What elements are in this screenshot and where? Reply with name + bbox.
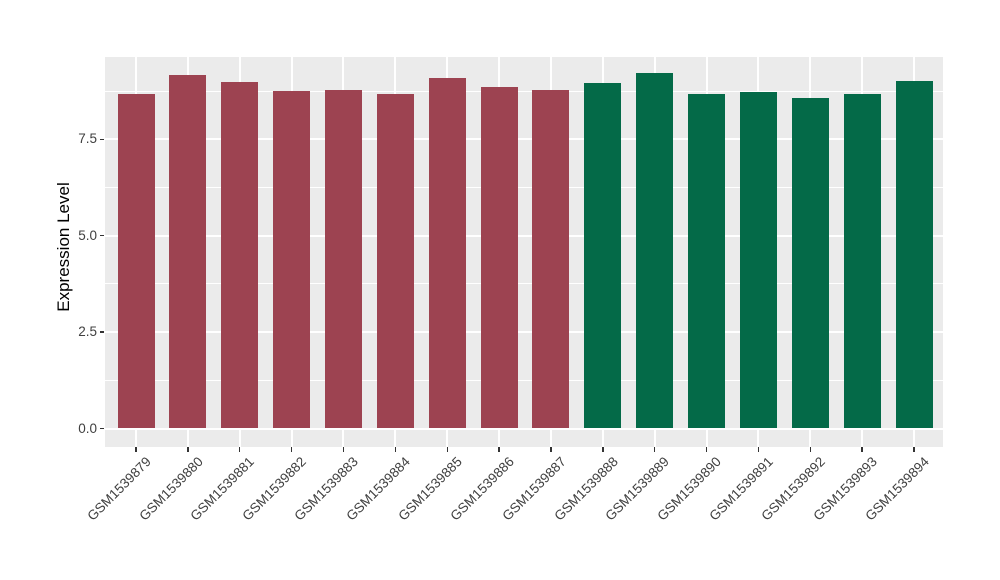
y-tick-label-0.0: 0.0 — [78, 420, 97, 436]
bar-GSM1539880 — [169, 75, 207, 429]
x-tick-mark-GSM1539880 — [187, 447, 189, 452]
x-tick-mark-GSM1539882 — [290, 447, 293, 452]
y-tick-mark-5.0 — [100, 235, 104, 237]
gridline-minor-y-6.25 — [105, 187, 943, 189]
x-tick-mark-GSM1539890 — [705, 447, 708, 452]
x-tick-mark-GSM1539884 — [394, 447, 397, 452]
plot-panel — [105, 57, 943, 447]
x-tick-mark-GSM1539879 — [135, 447, 137, 452]
x-tick-mark-GSM1539888 — [602, 447, 604, 452]
x-tick-mark-GSM1539887 — [550, 447, 552, 452]
bar-GSM1539890 — [688, 93, 726, 429]
gridline-major-y-5.0 — [105, 234, 943, 237]
bar-GSM1539889 — [636, 73, 674, 429]
gridline-major-y-7.5 — [105, 138, 943, 141]
y-tick-mark-0.0 — [100, 427, 104, 430]
gridline-minor-y-8.75 — [105, 90, 943, 92]
gridline-minor-y-3.75 — [105, 283, 943, 285]
bar-GSM1539884 — [376, 93, 414, 429]
bar-GSM1539879 — [117, 94, 155, 429]
x-tick-mark-GSM1539893 — [861, 447, 863, 452]
y-tick-label-2.5: 2.5 — [78, 324, 97, 340]
x-tick-mark-GSM1539881 — [239, 447, 241, 452]
x-tick-mark-GSM1539891 — [757, 447, 760, 452]
x-tick-mark-GSM1539885 — [446, 447, 448, 452]
y-tick-mark-2.5 — [100, 331, 104, 333]
gridline-minor-y-1.25 — [105, 379, 943, 381]
y-tick-label-7.5: 7.5 — [78, 131, 97, 147]
gridline-major-y-2.5 — [105, 331, 943, 334]
bar-GSM1539886 — [480, 86, 518, 429]
bar-GSM1539883 — [324, 90, 362, 429]
bar-GSM1539885 — [428, 78, 466, 429]
gridline-major-y-0.0 — [105, 427, 943, 430]
x-tick-mark-GSM1539886 — [498, 447, 500, 452]
bar-GSM1539891 — [739, 92, 777, 429]
bar-GSM1539888 — [584, 83, 622, 429]
x-tick-mark-GSM1539892 — [809, 447, 811, 452]
y-tick-mark-7.5 — [100, 138, 104, 141]
bar-GSM1539882 — [273, 90, 311, 429]
x-tick-mark-GSM1539889 — [654, 447, 656, 452]
bar-GSM1539887 — [532, 90, 570, 429]
bar-GSM1539892 — [791, 98, 829, 429]
bar-GSM1539894 — [895, 80, 933, 429]
bar-GSM1539893 — [843, 94, 881, 429]
bar-GSM1539881 — [221, 82, 259, 429]
y-tick-label-5.0: 5.0 — [78, 227, 97, 243]
x-tick-mark-GSM1539894 — [913, 447, 915, 452]
x-tick-mark-GSM1539883 — [342, 447, 345, 452]
